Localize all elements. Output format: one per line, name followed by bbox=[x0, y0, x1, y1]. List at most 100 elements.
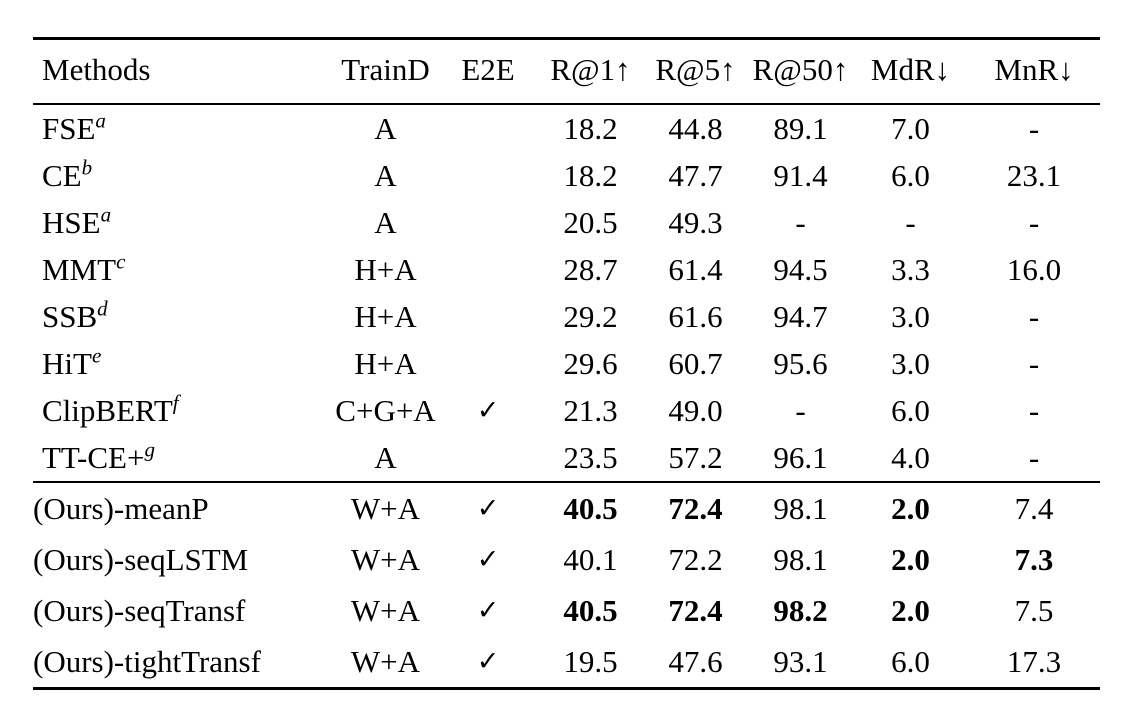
e2e-cell bbox=[438, 434, 538, 482]
mnr-cell: - bbox=[1028, 346, 1040, 381]
mdr-cell: 2.0 bbox=[891, 593, 930, 628]
method-name: ClipBERT bbox=[42, 393, 173, 428]
e2e-checkmark-icon: ✓ bbox=[476, 395, 500, 426]
r50-cell: 94.7 bbox=[773, 299, 828, 334]
r5-cell: 44.8 bbox=[668, 111, 723, 146]
table-row: MMTc H+A 28.7 61.4 94.5 3.3 16.0 bbox=[33, 246, 1100, 293]
method-cell: SSBd bbox=[33, 293, 333, 340]
r1-cell: 19.5 bbox=[563, 644, 618, 679]
column-header-methods: Methods bbox=[33, 38, 333, 105]
method-cell: CEb bbox=[33, 152, 333, 199]
results-table: Methods TrainD E2E R@1↑ R@5↑ R@50↑ MdR↓ … bbox=[33, 37, 1100, 690]
method-cell: (Ours)-tightTransf bbox=[33, 636, 333, 689]
traind-cell: H+A bbox=[354, 346, 417, 381]
traind-cell: A bbox=[374, 158, 397, 193]
r1-cell: 40.5 bbox=[563, 593, 618, 628]
r5-cell: 72.4 bbox=[668, 593, 723, 628]
table-row: SSBd H+A 29.2 61.6 94.7 3.0 - bbox=[33, 293, 1100, 340]
r50-cell: 89.1 bbox=[773, 111, 828, 146]
mdr-cell: 6.0 bbox=[891, 158, 930, 193]
traind-cell: W+A bbox=[350, 542, 421, 577]
r5-cell: 61.6 bbox=[668, 299, 723, 334]
r50-cell: 98.1 bbox=[773, 542, 828, 577]
column-header-r5: R@5↑ bbox=[643, 38, 748, 105]
method-cell: (Ours)-seqTransf bbox=[33, 585, 333, 636]
r50-cell: 98.1 bbox=[773, 491, 828, 526]
table-row: FSEa A 18.2 44.8 89.1 7.0 - bbox=[33, 104, 1100, 152]
r5-cell: 49.3 bbox=[668, 205, 723, 240]
column-header-mdr: MdR↓ bbox=[853, 38, 968, 105]
mnr-cell: 7.4 bbox=[1014, 491, 1054, 526]
r1-cell: 40.1 bbox=[563, 542, 618, 577]
method-name: (Ours)-seqTransf bbox=[33, 593, 246, 628]
table-row: ClipBERTf C+G+A ✓ 21.3 49.0-6.0- bbox=[33, 387, 1100, 434]
mdr-cell: 6.0 bbox=[891, 393, 930, 428]
table-row: (Ours)-meanP W+A ✓ 40.5 72.4 98.1 2.0 7.4 bbox=[33, 482, 1100, 534]
mnr-cell: 17.3 bbox=[1006, 644, 1062, 679]
table-row: CEb A 18.2 47.7 91.4 6.0 23.1 bbox=[33, 152, 1100, 199]
r50-cell: 95.6 bbox=[773, 346, 828, 381]
method-name: CE bbox=[42, 158, 82, 193]
mdr-cell: 2.0 bbox=[891, 491, 930, 526]
table-row: (Ours)-seqLSTM W+A ✓ 40.1 72.2 98.1 2.0 7.3 bbox=[33, 534, 1100, 585]
traind-cell: W+A bbox=[350, 593, 421, 628]
column-header-e2e: E2E bbox=[438, 38, 538, 105]
mnr-cell: - bbox=[1028, 205, 1040, 240]
method-name: SSB bbox=[42, 299, 98, 334]
column-header-r1: R@1↑ bbox=[538, 38, 643, 105]
method-footnote-marker: f bbox=[172, 390, 179, 415]
r50-cell: 94.5 bbox=[773, 252, 828, 287]
traind-cell: W+A bbox=[350, 644, 421, 679]
method-name: (Ours)-tightTransf bbox=[33, 644, 261, 679]
method-cell: HSEa bbox=[33, 199, 333, 246]
method-footnote-marker: c bbox=[116, 249, 126, 274]
r1-cell: 23.5 bbox=[563, 440, 618, 475]
r5-cell: 49.0 bbox=[668, 393, 723, 428]
results-table-wrap: Methods TrainD E2E R@1↑ R@5↑ R@50↑ MdR↓ … bbox=[33, 37, 1100, 690]
r1-cell: 40.5 bbox=[563, 491, 618, 526]
mdr-cell: - bbox=[905, 205, 916, 240]
r50-cell: 93.1 bbox=[773, 644, 828, 679]
column-header-mnr: MnR↓ bbox=[968, 38, 1100, 105]
e2e-cell bbox=[438, 199, 538, 246]
e2e-cell bbox=[438, 340, 538, 387]
method-name: (Ours)-seqLSTM bbox=[33, 542, 249, 577]
traind-cell: H+A bbox=[354, 299, 417, 334]
method-name: FSE bbox=[42, 111, 96, 146]
traind-cell: W+A bbox=[350, 491, 421, 526]
r1-cell: 29.2 bbox=[563, 299, 618, 334]
r5-cell: 72.4 bbox=[668, 491, 723, 526]
e2e-cell bbox=[438, 152, 538, 199]
mdr-cell: 3.0 bbox=[891, 299, 930, 334]
method-cell: ClipBERTf bbox=[33, 387, 333, 434]
method-cell: (Ours)-meanP bbox=[33, 482, 333, 534]
table-row: HSEa A 20.5 49.3 - - - bbox=[33, 199, 1100, 246]
method-name: TT-CE+ bbox=[42, 440, 145, 475]
r5-cell: 72.2 bbox=[668, 542, 723, 577]
r50-cell: 96.1 bbox=[773, 440, 828, 475]
method-footnote-marker: b bbox=[81, 155, 93, 180]
method-cell: (Ours)-seqLSTM bbox=[33, 534, 333, 585]
table-row: HiTe H+A 29.6 60.7 95.6 3.0 - bbox=[33, 340, 1100, 387]
method-footnote-marker: a bbox=[100, 202, 112, 227]
method-footnote-marker: a bbox=[95, 108, 106, 133]
traind-cell: A bbox=[374, 440, 397, 475]
method-cell: TT-CE+g bbox=[33, 434, 333, 482]
mnr-cell: - bbox=[1028, 440, 1040, 475]
r1-cell: 21.3 bbox=[563, 393, 618, 428]
mnr-cell: 7.3 bbox=[1014, 542, 1054, 577]
method-cell: MMTc bbox=[33, 246, 333, 293]
method-cell: FSEa bbox=[33, 104, 333, 152]
method-name: HiT bbox=[42, 346, 92, 381]
r50-cell: - bbox=[795, 205, 806, 240]
method-footnote-marker: e bbox=[91, 343, 102, 368]
e2e-checkmark-icon: ✓ bbox=[476, 646, 500, 677]
r1-cell: 18.2 bbox=[563, 111, 618, 146]
r5-cell: 57.2 bbox=[668, 440, 723, 475]
e2e-checkmark-icon: ✓ bbox=[476, 595, 500, 626]
table-header: Methods TrainD E2E R@1↑ R@5↑ R@50↑ MdR↓ … bbox=[33, 38, 1100, 105]
e2e-cell bbox=[438, 293, 538, 340]
table-row: (Ours)-tightTransf W+A ✓ 19.5 47.6 93.1 6.0 17.… bbox=[33, 636, 1100, 689]
r1-cell: 18.2 bbox=[563, 158, 618, 193]
